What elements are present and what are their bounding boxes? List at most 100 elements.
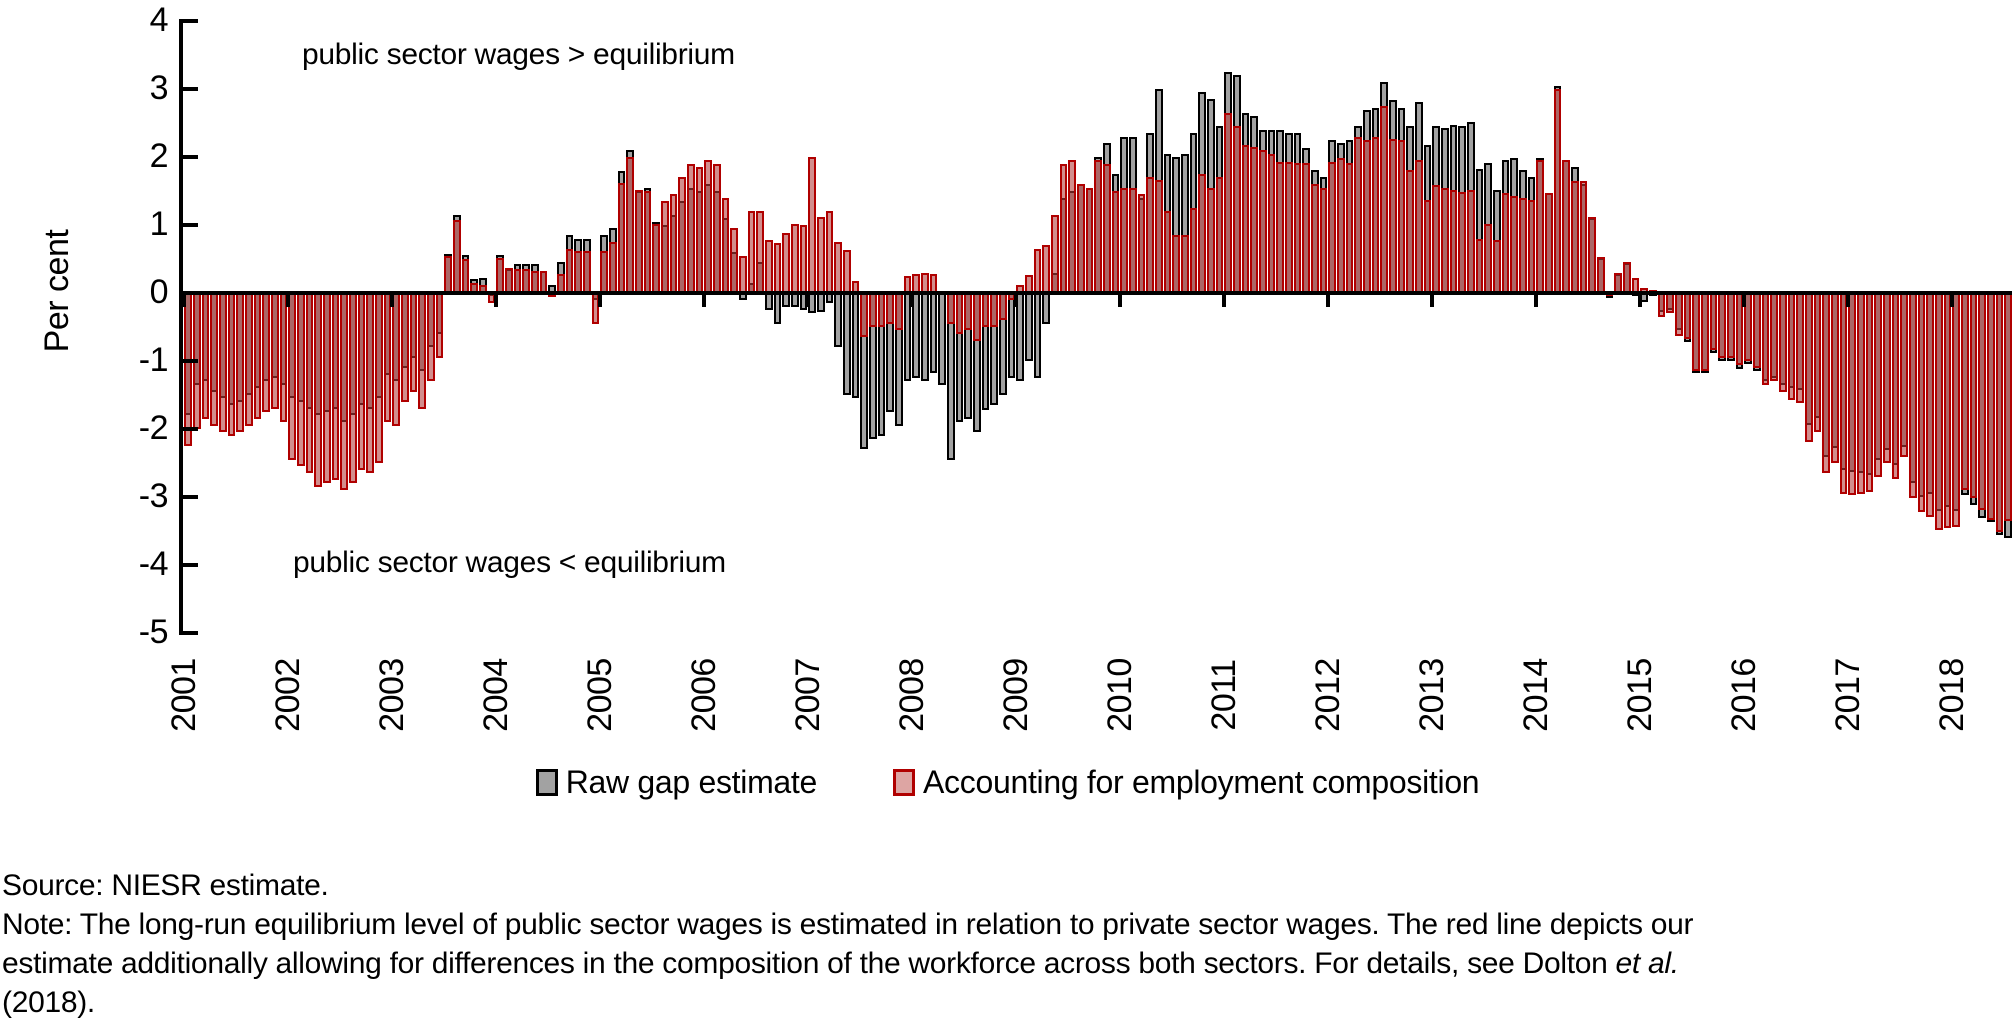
employment-composition-bar — [184, 291, 193, 446]
x-year-label: 2017 — [1829, 658, 1867, 732]
employment-composition-bar — [1363, 140, 1371, 295]
employment-composition-bar — [1155, 180, 1163, 295]
y-tick-label: 3 — [149, 69, 169, 107]
employment-composition-bar — [583, 250, 591, 296]
x-tick — [390, 293, 394, 307]
employment-composition-bar — [349, 291, 357, 484]
employment-composition-bar — [765, 239, 773, 295]
employment-composition-bar — [1033, 248, 1042, 295]
employment-composition-bar — [314, 291, 323, 487]
employment-composition-bar — [687, 163, 695, 295]
employment-composition-bar — [1761, 291, 1770, 385]
employment-composition-bar — [739, 255, 747, 295]
employment-composition-bar — [1337, 158, 1345, 295]
x-year-label: 2011 — [1205, 659, 1243, 731]
x-tick — [182, 293, 186, 307]
employment-composition-bar — [1458, 191, 1467, 295]
employment-composition-bar — [704, 160, 713, 295]
employment-composition-bar — [617, 182, 626, 296]
employment-composition-bar — [1527, 199, 1536, 296]
employment-composition-bar — [1501, 193, 1510, 296]
employment-composition-bar — [1172, 235, 1181, 295]
x-year-label: 2002 — [269, 658, 307, 732]
employment-composition-bar — [1519, 198, 1527, 295]
employment-composition-bar — [1978, 291, 1987, 510]
raw-gap-bar — [929, 291, 938, 374]
employment-composition-bar — [1683, 291, 1692, 340]
x-tick — [1950, 293, 1954, 307]
employment-composition-bar — [1588, 216, 1597, 296]
raw-gap-bar — [1025, 291, 1033, 361]
employment-composition-bar — [461, 259, 470, 295]
employment-composition-bar — [713, 163, 721, 295]
x-year-label: 2016 — [1725, 658, 1763, 732]
employment-composition-bar — [964, 291, 973, 331]
employment-composition-bar — [357, 291, 366, 470]
employment-composition-bar — [990, 291, 999, 327]
y-tick-label: 0 — [149, 273, 169, 311]
employment-composition-bar — [1493, 239, 1501, 295]
employment-composition-bar — [1389, 138, 1397, 296]
employment-composition-bar — [383, 291, 392, 423]
x-tick — [1118, 293, 1122, 307]
employment-composition-bar — [1345, 163, 1354, 295]
employment-composition-bar — [279, 291, 288, 423]
employment-composition-bar — [1727, 291, 1735, 358]
employment-composition-bar — [297, 291, 305, 467]
employment-composition-bar — [1900, 291, 1909, 457]
employment-composition-bar — [1909, 291, 1917, 499]
legend-item-raw: Raw gap estimate — [535, 764, 818, 801]
employment-composition-bar — [782, 233, 791, 295]
employment-composition-swatch-icon — [893, 769, 916, 796]
et-al-italic: et al. — [1615, 947, 1680, 980]
employment-composition-bar — [1675, 291, 1683, 336]
employment-composition-bar — [808, 157, 817, 295]
employment-composition-bar — [1189, 208, 1198, 295]
legend-label-raw: Raw gap estimate — [565, 764, 818, 800]
employment-composition-bar — [1961, 291, 1969, 491]
note-line-1: Note: The long-run equilibrium level of … — [2, 908, 1694, 941]
employment-composition-bar — [444, 255, 453, 295]
zero-baseline — [179, 291, 2012, 295]
employment-composition-bar — [756, 211, 765, 295]
employment-composition-bar — [1285, 161, 1293, 295]
employment-composition-bar — [1302, 163, 1311, 295]
x-year-label: 2005 — [581, 658, 619, 732]
y-tick — [181, 155, 198, 159]
employment-composition-bar — [1120, 187, 1129, 295]
employment-composition-bar — [1449, 190, 1458, 295]
employment-composition-bar — [869, 291, 877, 327]
employment-composition-bar — [1865, 291, 1874, 492]
employment-composition-bar — [1571, 180, 1579, 295]
employment-composition-bar — [1848, 291, 1857, 495]
employment-composition-bar — [366, 291, 375, 474]
employment-composition-bar — [1137, 194, 1146, 295]
y-tick — [181, 495, 198, 499]
employment-composition-bar — [1085, 187, 1094, 295]
y-tick — [181, 19, 198, 23]
x-tick — [1638, 293, 1642, 307]
y-tick-label: -2 — [138, 409, 169, 447]
employment-composition-bar — [635, 189, 643, 296]
y-tick — [181, 631, 198, 635]
employment-composition-bar — [1995, 291, 2004, 532]
employment-composition-bar — [1311, 183, 1319, 296]
employment-composition-bar — [1943, 291, 1952, 529]
annotation-below-equilibrium: public sector wages < equilibrium — [293, 546, 726, 579]
employment-composition-bar — [1276, 161, 1285, 295]
employment-composition-bar — [453, 220, 461, 296]
employment-composition-bar — [1779, 291, 1787, 392]
employment-composition-bar — [1267, 153, 1276, 295]
employment-composition-bar — [1328, 161, 1337, 295]
employment-composition-bar — [1051, 214, 1059, 295]
employment-composition-bar — [1068, 160, 1077, 295]
employment-composition-bar — [1857, 291, 1865, 494]
employment-composition-bar — [1969, 291, 1978, 498]
employment-composition-bar — [2004, 291, 2013, 521]
source-note: Source: NIESR estimate. — [2, 869, 329, 902]
employment-composition-bar — [721, 197, 730, 295]
y-tick-label: -3 — [138, 477, 169, 515]
y-tick-label: -1 — [138, 341, 169, 379]
employment-composition-bar — [843, 250, 851, 295]
employment-composition-bar — [661, 201, 669, 295]
